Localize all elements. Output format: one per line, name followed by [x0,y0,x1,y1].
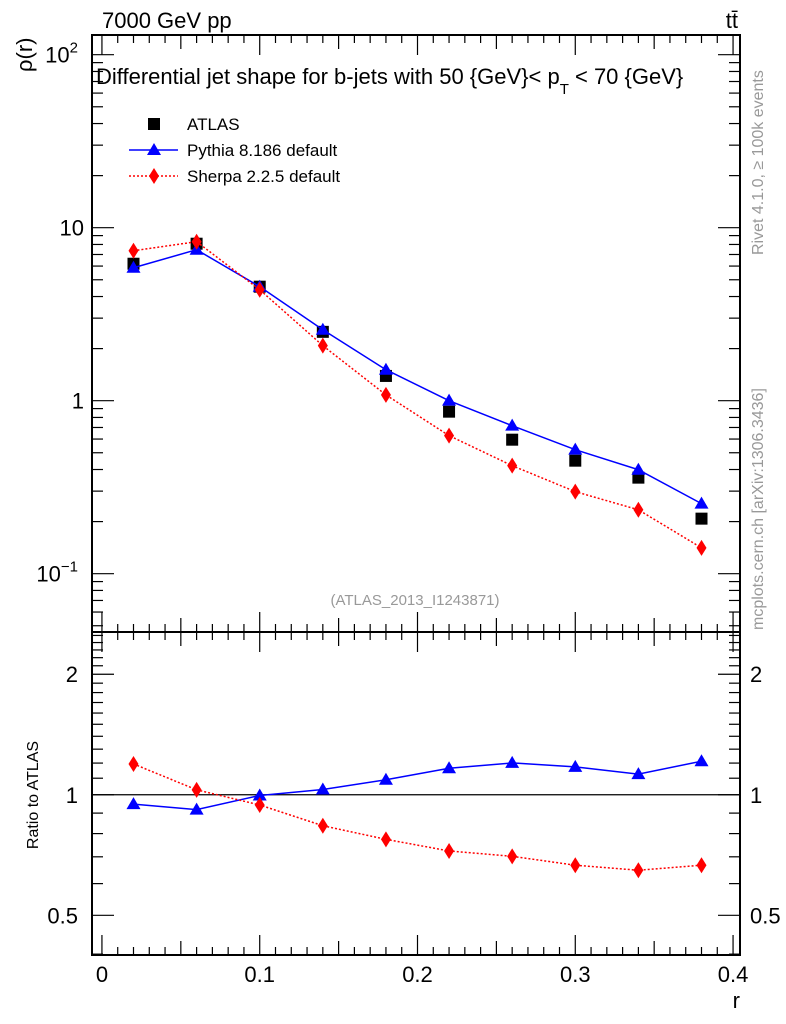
sherpa-2-2-5-default-point [128,242,139,259]
x-tick-label: 0.4 [718,962,749,987]
main-panel: 102 10 1 10−1 [36,35,740,955]
sherpa-2-2-5-default-ratio-point [507,848,518,865]
sherpa-2-2-5-default-ratio-point [317,817,328,834]
legend-marker-atlas [148,118,160,130]
pythia-8-186-default-ratio-point [189,802,204,815]
x-tick-label: 0.1 [244,962,275,987]
pythia-8-186-default-point [694,496,709,509]
sherpa-2-2-5-default-line [133,240,702,549]
sherpa-2-2-5-default-point [444,427,455,444]
y-tick-label: 1 [72,389,84,414]
pythia-8-186-default-point [126,260,141,273]
sherpa-2-2-5-default-point [191,233,202,250]
pythia-8-186-default-ratio-point [505,755,520,768]
sherpa-2-2-5-default-ratio-point [254,796,265,813]
legend-label-atlas: ATLAS [187,115,240,134]
sherpa-2-2-5-default-ratio-point [444,842,455,859]
mcplots-text: mcplots.cern.ch [arXiv:1306.3436] [750,388,767,630]
sherpa-2-2-5-default-point [254,281,265,298]
pythia-8-186-default-ratio-point [568,759,583,772]
pythia-8-186-default-line [133,248,702,505]
chart-title: Differential jet shape for b-jets with 5… [96,64,683,98]
pythia-8-186-default-ratio-point [126,797,141,810]
sherpa-2-2-5-default-ratio-point [570,857,581,874]
x-tick-label: 0.2 [402,962,433,987]
x-tick-label: 0.3 [560,962,591,987]
sherpa-2-2-5-default-ratio-point [191,781,202,798]
legend-label-sherpa-2-2-5-default: Sherpa 2.2.5 default [187,167,340,186]
sherpa-2-2-5-default-point [380,386,391,403]
pythia-8-186-default-point [631,462,646,475]
atlas-point [506,433,519,446]
y-tick-label: 10−1 [36,559,78,587]
legend-label-pythia-8-186-default: Pythia 8.186 default [187,141,338,160]
analysis-label: (ATLAS_2013_I1243871) [330,592,499,609]
sherpa-2-2-5-default-point [696,539,707,556]
ratio-frame [91,631,741,956]
legend: ATLAS Pythia 8.186 default Sherpa 2.2.5 de… [129,115,340,186]
ratio-y-axis-label: Ratio to ATLAS [25,741,42,849]
header-left: 7000 GeV pp [102,8,232,33]
pythia-8-186-default-point [442,393,457,406]
sherpa-2-2-5-default-ratio-point [380,831,391,848]
sherpa-2-2-5-default-ratio-point [128,755,139,772]
sherpa-2-2-5-default-ratio-point [633,862,644,879]
y-axis-label: ρ(r) [12,38,37,73]
pythia-8-186-default-ratio-point [694,754,709,767]
ratio-panel: 0 0.1 0.2 0.3 0.4 0.5 0.5 1 1 2 2 [47,634,781,987]
pythia-8-186-default-ratio-line [133,760,702,811]
pythia-8-186-default-ratio-point [315,782,330,795]
pythia-8-186-default-ratio-point [442,761,457,774]
sherpa-2-2-5-default-point [570,483,581,500]
x-tick-label: 0 [96,962,108,987]
pythia-8-186-default-ratio-point [631,767,646,780]
ratio-y-tick-label: 0.5 [47,903,78,928]
pythia-8-186-default-point [315,322,330,335]
y-tick-label: 102 [45,40,78,68]
x-axis-label: r [733,988,740,1013]
pythia-8-186-default-ratio-point [252,788,267,801]
header-right: tt̄ [726,8,738,33]
sherpa-2-2-5-default-point [633,501,644,518]
sherpa-2-2-5-default-ratio-line [133,763,702,871]
sherpa-2-2-5-default-point [317,337,328,354]
atlas-point [569,454,582,467]
pythia-8-186-default-ratio-point [378,772,393,785]
ratio-y-tick-label: 1 [66,783,78,808]
pythia-8-186-default-point [568,442,583,455]
ratio-y-tick-label: 2 [66,662,78,687]
legend-marker-sherpa-2-2-5-default [149,168,159,184]
pythia-8-186-default-point [505,418,520,431]
rivet-version-text: Rivet 4.1.0, ≥ 100k events [750,70,767,255]
sherpa-2-2-5-default-point [507,457,518,474]
y-tick-label: 10 [60,216,84,241]
ratio-y-tick-label-right: 1 [750,783,762,808]
sherpa-2-2-5-default-ratio-point [696,857,707,874]
atlas-point [443,405,456,418]
ratio-y-tick-label-right: 0.5 [750,903,781,928]
legend-marker-pythia-8-186-default [147,143,161,155]
pythia-8-186-default-point [378,362,393,375]
atlas-point [695,512,708,525]
ratio-y-tick-label-right: 2 [750,662,762,687]
